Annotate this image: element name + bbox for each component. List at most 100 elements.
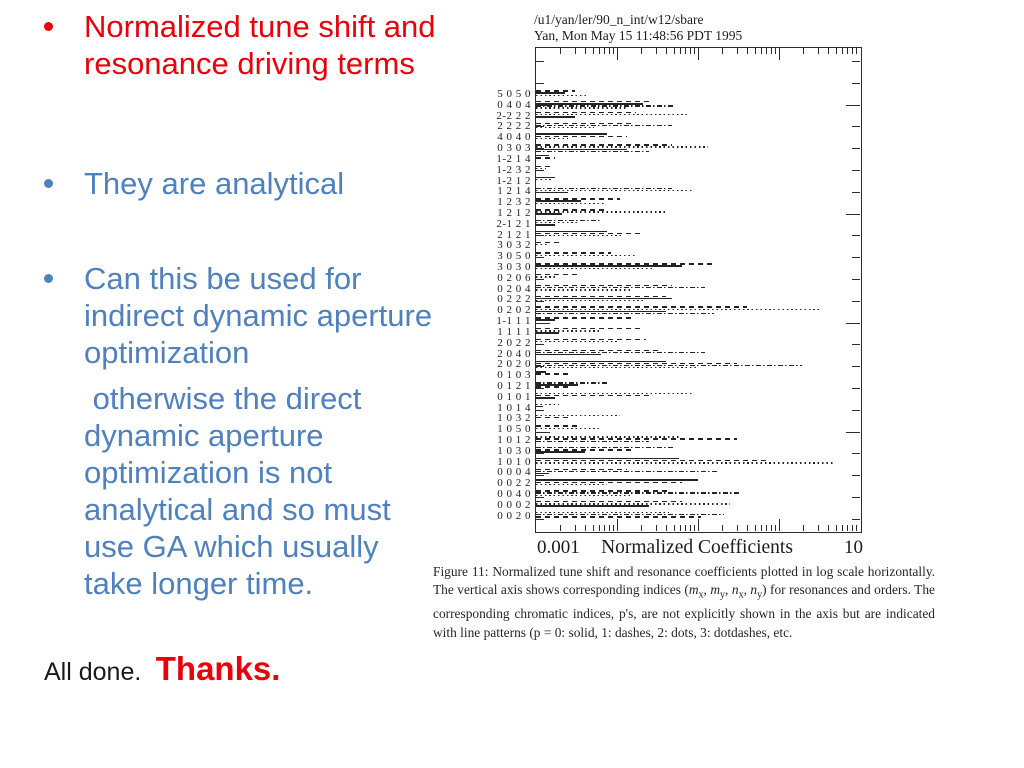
bullet-icon bbox=[44, 179, 53, 188]
axis-tick bbox=[698, 519, 700, 531]
line-segment-dash bbox=[536, 481, 682, 483]
line-segment-solid bbox=[536, 176, 556, 179]
axis-tick bbox=[847, 48, 849, 54]
axis-tick bbox=[560, 525, 562, 531]
plot-row: 0 3 0 3 bbox=[497, 143, 861, 154]
x-axis-min-label: 0.001 bbox=[537, 537, 580, 558]
axis-tick bbox=[846, 431, 860, 433]
line-segment-dot bbox=[536, 289, 634, 291]
axis-tick bbox=[852, 61, 860, 62]
row-label: 2 0 4 0 bbox=[497, 347, 531, 360]
line-segment-dashdot bbox=[536, 150, 650, 153]
line-segment-dash bbox=[536, 373, 569, 375]
row-label: 0 2 0 6 bbox=[497, 271, 531, 284]
line-segment-dot bbox=[536, 126, 595, 129]
line-segment-dot bbox=[536, 341, 617, 343]
axis-tick bbox=[846, 213, 860, 215]
line-segment-dot bbox=[536, 94, 588, 96]
row-label: 5 0 5 0 bbox=[497, 88, 531, 100]
line-segment-solid bbox=[536, 133, 608, 135]
bullet-text: Can this be used for indirect dynamic ap… bbox=[84, 261, 441, 370]
line-segment-dash bbox=[536, 416, 572, 419]
line-segment-dash bbox=[536, 362, 737, 365]
row-label: 4 0 4 0 bbox=[497, 131, 531, 144]
line-segment-dash bbox=[536, 338, 647, 341]
bullet-text: otherwise the direct dynamic aperture op… bbox=[84, 381, 400, 601]
axis-tick bbox=[584, 48, 586, 54]
axis-tick bbox=[779, 519, 781, 531]
axis-tick bbox=[574, 525, 576, 531]
line-segment-solid bbox=[536, 265, 682, 267]
axis-tick bbox=[754, 48, 756, 54]
axis-tick bbox=[761, 48, 763, 54]
row-label: 3 0 3 0 bbox=[497, 261, 531, 273]
line-segment-dashdot bbox=[536, 286, 705, 289]
axis-tick bbox=[584, 525, 586, 531]
axis-tick bbox=[842, 525, 844, 531]
row-label: 0 1 2 1 bbox=[497, 379, 531, 392]
line-segment-dot bbox=[536, 462, 835, 464]
plot-row: 0 1 0 1 bbox=[497, 391, 861, 403]
figure-11: /u1/yan/ler/90_n_int/w12/sbare Yan, Mon … bbox=[432, 10, 1007, 665]
axis-tick bbox=[835, 525, 837, 531]
axis-tick bbox=[852, 148, 860, 150]
line-segment-dot bbox=[536, 146, 708, 148]
axis-tick bbox=[685, 525, 687, 531]
row-label: 2 0 2 2 bbox=[497, 336, 531, 349]
plot-row: 0 4 0 4 bbox=[497, 99, 861, 111]
line-segment-dash bbox=[536, 135, 627, 137]
line-segment-dash bbox=[536, 425, 582, 427]
bullet-text: They are analytical bbox=[84, 166, 345, 201]
plot-row: 1 0 5 0 bbox=[497, 424, 861, 435]
line-segment-dashdot bbox=[536, 219, 601, 222]
plot-row: 2 1 2 1 bbox=[497, 229, 861, 241]
row-label: 0 4 0 4 bbox=[497, 98, 531, 111]
axis-tick bbox=[673, 48, 675, 54]
row-label: 1 0 5 0 bbox=[497, 423, 531, 436]
axis-tick bbox=[852, 48, 854, 54]
row-label: 1 2 1 2 bbox=[497, 206, 531, 219]
line-segment-dash bbox=[536, 198, 621, 200]
line-segment-dashdot bbox=[536, 382, 608, 384]
line-segment-solid bbox=[536, 92, 566, 94]
plot-row: 0 2 2 2 bbox=[497, 294, 861, 305]
axis-tick bbox=[771, 525, 773, 531]
line-segment-solid bbox=[536, 451, 585, 453]
axis-tick bbox=[694, 525, 696, 531]
figure-header: /u1/yan/ler/90_n_int/w12/sbare Yan, Mon … bbox=[534, 12, 742, 43]
plot-row: 2-2 2 2 bbox=[496, 110, 861, 122]
axis-tick bbox=[746, 48, 748, 54]
row-label: 1-2 1 2 bbox=[496, 174, 531, 187]
line-segment-dot bbox=[536, 483, 608, 486]
row-label: 0 2 0 4 bbox=[497, 282, 531, 295]
row-label: 0 0 0 4 bbox=[497, 466, 531, 479]
axis-tick bbox=[680, 525, 682, 531]
bullet-item-3: Can this be used for indirect dynamic ap… bbox=[44, 260, 441, 371]
row-label: 0 0 4 0 bbox=[497, 488, 531, 501]
axis-tick bbox=[536, 235, 544, 237]
x-axis-max-label: 10 bbox=[844, 537, 863, 558]
line-segment-solid bbox=[536, 360, 666, 362]
row-label: 2 2 2 2 bbox=[497, 120, 531, 133]
plot-row: 2 0 4 0 bbox=[497, 348, 861, 360]
axis-tick bbox=[536, 366, 544, 368]
row-label: 3 0 5 0 bbox=[497, 250, 531, 263]
line-segment-dash bbox=[536, 232, 643, 235]
row-label: 1 0 1 0 bbox=[497, 455, 531, 468]
line-segment-solid bbox=[536, 200, 582, 202]
plot-row: 0 2 0 4 bbox=[497, 283, 861, 295]
axis-tick bbox=[655, 48, 657, 54]
axis-tick bbox=[536, 61, 544, 62]
line-segment-solid bbox=[536, 384, 579, 386]
axis-tick bbox=[536, 518, 544, 520]
line-segment-dashdot bbox=[536, 312, 715, 315]
line-segment-dot bbox=[536, 276, 556, 278]
axis-tick bbox=[592, 48, 594, 54]
row-label: 2-2 2 2 bbox=[496, 109, 531, 122]
line-segment-dot bbox=[536, 299, 643, 302]
plot-row: 0 0 2 0 bbox=[497, 510, 861, 522]
axis-tick bbox=[592, 525, 594, 531]
line-segment-dash bbox=[536, 241, 559, 243]
line-segment-dot bbox=[536, 267, 653, 269]
axis-tick bbox=[852, 525, 854, 531]
